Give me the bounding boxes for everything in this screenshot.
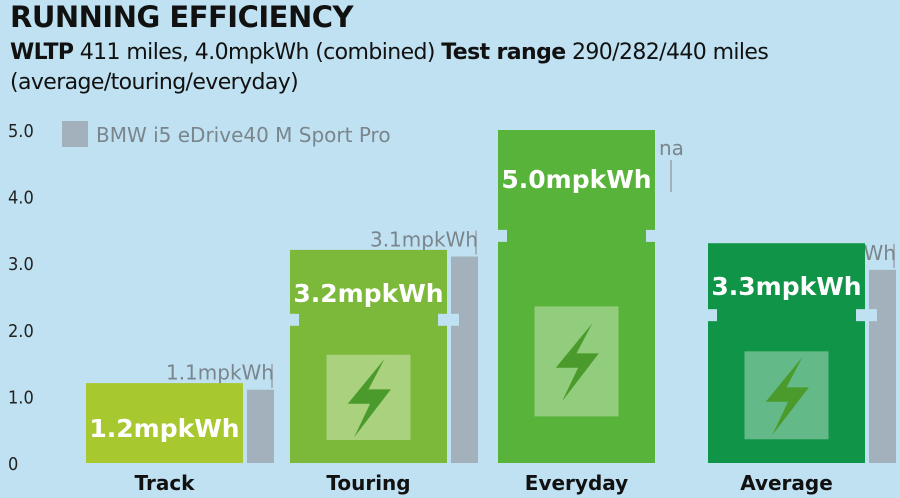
category-label: Track <box>135 471 196 495</box>
comparison-bar <box>247 389 274 463</box>
category-label: Everyday <box>525 471 628 495</box>
wltp-label: WLTP <box>10 40 74 65</box>
y-tick-label: 4.0 <box>8 188 34 209</box>
comparison-bar <box>869 269 896 463</box>
bar-notch <box>856 309 866 322</box>
bar-notch <box>451 313 459 326</box>
comparison-value-label: 1.1mpkWh <box>166 361 274 385</box>
bar-notch <box>869 309 877 322</box>
bar-track <box>86 383 243 463</box>
comparison-bar <box>451 256 478 463</box>
y-tick-label: 1.0 <box>8 387 34 408</box>
legend-swatch <box>62 121 88 147</box>
legend-label: BMW i5 eDrive40 M Sport Pro <box>96 123 391 147</box>
bar-everyday <box>498 130 655 463</box>
bar-touring <box>290 249 447 463</box>
y-tick-label: 2.0 <box>8 321 34 342</box>
bar-notch <box>438 313 448 326</box>
chart-title: RUNNING EFFICIENCY <box>10 0 354 34</box>
category-label: Touring <box>326 471 410 495</box>
main-value-label: 1.2mpkWh <box>89 414 239 443</box>
category-label: Average <box>740 471 833 495</box>
wltp-text: 411 miles, 4.0mpkWh (combined) <box>73 40 442 65</box>
bar-notch <box>707 309 717 322</box>
main-value-label: 3.3mpkWh <box>711 272 861 301</box>
lightning-icon <box>765 357 809 436</box>
comparison-value-label: 3.1mpkWh <box>370 228 478 252</box>
main-value-label: 3.2mpkWh <box>293 279 443 308</box>
bar-notch <box>646 229 656 242</box>
test-range-label: Test range <box>441 40 566 65</box>
lightning-icon <box>555 323 599 402</box>
y-tick-label: 0 <box>8 454 18 475</box>
chart-subtitle: WLTP 411 miles, 4.0mpkWh (combined) Test… <box>10 38 890 98</box>
bar-average <box>708 243 865 463</box>
y-tick-label: 3.0 <box>8 254 34 275</box>
bar-notch <box>289 313 299 326</box>
main-value-label: 5.0mpkWh <box>501 165 651 194</box>
bar-notch <box>497 229 507 242</box>
test-range-text: 290/282/440 miles (average/touring/every… <box>10 40 769 95</box>
comparison-value-label: na <box>659 136 684 160</box>
lightning-icon <box>347 359 391 438</box>
y-tick-label: 5.0 <box>8 121 34 142</box>
